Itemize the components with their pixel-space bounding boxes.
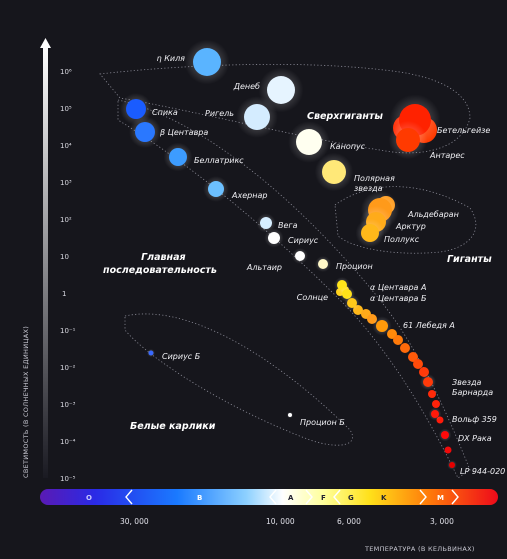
star-label: Денеб	[233, 82, 260, 91]
star-point	[423, 377, 433, 387]
background-star	[413, 359, 423, 369]
star-label: Солнце	[297, 293, 328, 302]
star-label: Канопус	[330, 142, 366, 151]
star-point	[318, 259, 328, 269]
star-label: Альдебаран	[407, 210, 459, 219]
star-label: Антарес	[429, 151, 465, 160]
star-label: β Центавра	[159, 128, 208, 137]
star-label: Бетельгейзе	[437, 126, 490, 135]
star-point	[135, 122, 155, 142]
star-label: Беллатрикс	[194, 156, 244, 165]
region-label-main-sequence: Главная последовательность	[103, 252, 217, 276]
background-star	[432, 400, 440, 408]
star-label: Вега	[278, 221, 298, 230]
y-tick: 10⁻¹	[60, 327, 76, 335]
star-label: Процион Б	[300, 418, 345, 427]
y-axis-title: СВЕТИМОСТЬ (В СОЛНЕЧНЫХ ЕДИНИЦАХ)	[22, 326, 30, 478]
x-tick: 6, 000	[337, 517, 361, 526]
star-point	[268, 232, 280, 244]
star-point	[148, 350, 154, 356]
background-star	[408, 352, 418, 362]
star-label: LP 944-020	[460, 467, 505, 476]
star-point	[288, 413, 292, 417]
spectral-class-separators	[125, 489, 459, 505]
star-label: Сириус	[288, 236, 319, 245]
region-label-supergiants: Сверхгиганты	[307, 111, 383, 122]
star-point	[295, 251, 305, 261]
class-label: A	[288, 494, 294, 502]
star-point	[244, 104, 270, 130]
y-tick: 10⁻³	[60, 401, 76, 409]
star-label: 61 Лебедя А	[403, 321, 455, 330]
star-point	[193, 48, 221, 76]
y-tick: 10⁵	[60, 105, 72, 113]
axis-arrow-icon	[40, 38, 51, 48]
class-label: K	[381, 494, 387, 502]
star-label: Ригель	[205, 109, 234, 118]
star-label: Вольф 359	[452, 415, 497, 424]
star-label: Сириус Б	[162, 352, 201, 361]
star-point	[296, 129, 322, 155]
star-label: Альтаир	[246, 263, 282, 272]
background-star	[400, 343, 410, 353]
background-star	[428, 390, 436, 398]
class-label: F	[321, 494, 326, 502]
class-label: O	[86, 494, 92, 502]
y-tick: 10	[60, 253, 69, 261]
y-tick: 10³	[60, 179, 72, 187]
region-label-giants: Гиганты	[447, 254, 492, 265]
x-tick: 10, 000	[266, 517, 295, 526]
y-tick: 10²	[60, 216, 72, 224]
star-label: Ахернар	[231, 191, 267, 200]
star-label: Поллукс	[384, 235, 420, 244]
star-label: Арктур	[395, 222, 426, 231]
star-label: α Центавра А	[370, 283, 426, 292]
y-tick-labels: 10⁶ 10⁵ 10⁴ 10³ 10² 10 1 10⁻¹ 10⁻² 10⁻³ …	[60, 68, 76, 483]
star-label: η Киля	[157, 54, 186, 63]
stars-layer: η Киля Денеб Ригель Спика β Центавра Беллатри…	[120, 39, 505, 476]
class-label: M	[437, 494, 444, 502]
star-point	[347, 298, 357, 308]
star-point	[169, 148, 187, 166]
star-label: Процион	[336, 262, 373, 271]
star-label: DX Рака	[458, 434, 492, 443]
star-point	[449, 462, 455, 468]
star-point	[260, 217, 272, 229]
star-point	[267, 76, 295, 104]
class-label: B	[197, 494, 202, 502]
region-label-white-dwarfs: Белые карлики	[130, 421, 216, 432]
y-tick: 10⁻⁵	[60, 475, 76, 483]
x-tick: 3, 000	[430, 517, 454, 526]
x-tick-labels: 30, 000 10, 000 6, 000 3, 000	[120, 517, 454, 526]
star-label: α Центавра Б	[370, 294, 427, 303]
star-point	[361, 224, 379, 242]
star-point	[441, 431, 449, 439]
y-tick: 10⁴	[60, 142, 72, 150]
spectral-class-labels: O B A F G K M	[86, 494, 444, 502]
y-tick: 10⁻²	[60, 364, 76, 372]
x-axis-title: ТЕМПЕРАТУРА (В КЕЛЬВИНАХ)	[364, 545, 475, 553]
star-point	[376, 320, 388, 332]
class-label: G	[348, 494, 354, 502]
luminosity-axis-bar	[43, 44, 48, 478]
background-star	[393, 335, 403, 345]
star-label: Спика	[152, 108, 178, 117]
background-star	[444, 446, 452, 454]
y-tick: 10⁶	[60, 68, 72, 76]
star-point	[431, 410, 439, 418]
star-point	[322, 160, 346, 184]
x-tick: 30, 000	[120, 517, 149, 526]
y-tick: 10⁻⁴	[60, 438, 76, 446]
star-point	[208, 181, 224, 197]
star-label: Звезда Барнарда	[452, 378, 493, 397]
star-point	[126, 99, 146, 119]
spectral-class-bar	[40, 489, 498, 505]
y-tick: 1	[62, 290, 66, 298]
star-label: Полярная звезда	[354, 174, 395, 193]
star-point	[396, 128, 420, 152]
